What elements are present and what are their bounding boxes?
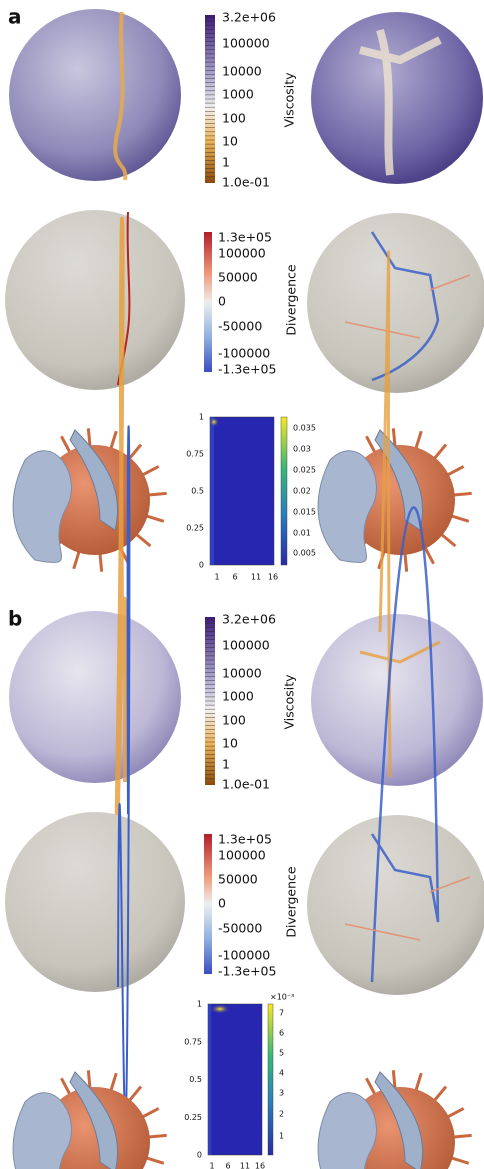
- heatmap-y-tick: 0: [199, 561, 204, 570]
- panel-label: a: [8, 5, 22, 29]
- divergence-tick-label: -100000: [218, 346, 270, 361]
- heatmap-colorbar-tick: 0.02: [293, 487, 311, 496]
- divergence-sphere: [5, 210, 185, 390]
- divergence-tick-label: 100000: [218, 848, 266, 863]
- heatmap-y-tick: 0.5: [191, 487, 204, 496]
- viscosity-tick-label: 10000: [222, 64, 262, 79]
- heatmap-x-tick: 16: [255, 1162, 265, 1169]
- divergence-colorbar: [204, 834, 212, 974]
- heatmap-x-tick: 6: [232, 573, 237, 582]
- divergence-tick-label: 1.3e+05: [218, 832, 272, 847]
- viscosity-title: Viscosity: [282, 72, 297, 128]
- heatmap-y-tick: 0.5: [189, 1075, 202, 1084]
- heatmap-column: [208, 1004, 211, 1155]
- viscosity-tick-label: 100: [222, 111, 246, 126]
- viscosity-tick-label: 100000: [222, 36, 270, 51]
- heatmap-y-tick: 0.25: [184, 1113, 202, 1122]
- heatmap-colorbar-tick: 1: [279, 1132, 284, 1141]
- heatmap-hotspot: [210, 1004, 230, 1014]
- heatmap-y-tick: 1: [197, 1000, 202, 1009]
- viscosity-tick-label: 1.0e-01: [222, 175, 270, 190]
- viscosity-title: Viscosity: [282, 674, 297, 730]
- viscosity-tick-label: 3.2e+06: [222, 10, 276, 25]
- heatmap-x-tick: 16: [268, 573, 278, 582]
- divergence-tick-label: -50000: [218, 921, 262, 936]
- heatmap-x-tick: 11: [240, 1162, 250, 1169]
- divergence-sphere: [307, 213, 484, 393]
- viscosity-tick-label: 1: [222, 155, 230, 170]
- viscosity-tick-label: 1000: [222, 689, 254, 704]
- divergence-sphere: [5, 812, 185, 992]
- slab-surface: [318, 451, 376, 563]
- divergence-tick-label: 100000: [218, 246, 266, 261]
- divergence-tick-label: -1.3e+05: [218, 362, 276, 377]
- viscosity-tick-label: 10: [222, 134, 238, 149]
- viscosity-tick-label: 100000: [222, 638, 270, 653]
- viscosity-tick-label: 10000: [222, 666, 262, 681]
- heatmap-colorbar-tick: 7: [279, 1009, 284, 1018]
- divergence-sphere: [307, 815, 484, 995]
- figure: a3.2e+061000001000010001001011.0e-01Visc…: [0, 0, 484, 1169]
- slab-surface: [13, 1093, 71, 1169]
- heatmap-colorbar-tick: 3: [279, 1089, 284, 1098]
- heatmap-colorbar-tick: 0.015: [293, 508, 316, 517]
- heatmap-colorbar-tick: 0.005: [293, 549, 316, 558]
- divergence-tick-label: 1.3e+05: [218, 230, 272, 245]
- heatmap-hotspot: [209, 417, 219, 427]
- heatmap-colorbar-tick: 0.035: [293, 424, 316, 433]
- divergence-title: Divergence: [284, 264, 299, 336]
- slab-surface: [318, 1093, 376, 1169]
- heatmap-colorbar: [281, 417, 287, 565]
- divergence-tick-label: 50000: [218, 270, 258, 285]
- heatmap-x-tick: 1: [209, 1162, 214, 1169]
- heatmap-x-tick: 1: [214, 573, 219, 582]
- heatmap-colorbar-tick: 0.01: [293, 529, 311, 538]
- divergence-tick-label: 0: [218, 896, 226, 911]
- viscosity-sphere: [311, 614, 483, 786]
- viscosity-tick-label: 1.0e-01: [222, 777, 270, 792]
- viscosity-tick-label: 3.2e+06: [222, 612, 276, 627]
- heatmap-colorbar-tick: 0.025: [293, 466, 316, 475]
- heatmap-colorbar-tick: 6: [279, 1029, 284, 1038]
- panel-label: b: [8, 607, 22, 631]
- divergence-colorbar: [204, 232, 212, 372]
- viscosity-tick-label: 10: [222, 736, 238, 751]
- divergence-tick-label: -50000: [218, 319, 262, 334]
- heatmap-x-tick: 6: [225, 1162, 230, 1169]
- heatmap-column: [210, 417, 214, 565]
- heatmap-y-tick: 0.25: [186, 524, 204, 533]
- viscosity-tick-label: 1000: [222, 87, 254, 102]
- viscosity-sphere: [9, 611, 181, 783]
- heatmap-colorbar-tick: 4: [279, 1069, 284, 1078]
- heatmap-colorbar-tick: 5: [279, 1049, 284, 1058]
- heatmap-x-tick: 11: [251, 573, 261, 582]
- heatmap-y-tick: 0.75: [184, 1037, 202, 1046]
- viscosity-sphere: [311, 12, 483, 184]
- heatmap-colorbar-tick: 2: [279, 1110, 284, 1119]
- heatmap-y-tick: 0: [197, 1151, 202, 1160]
- heatmap: [210, 417, 274, 565]
- heatmap-colorbar-multiplier: ×10⁻³: [270, 993, 294, 1002]
- divergence-tick-label: 50000: [218, 872, 258, 887]
- heatmap-colorbar: [268, 1004, 273, 1155]
- viscosity-sphere: [9, 9, 181, 181]
- viscosity-tick-label: 1: [222, 757, 230, 772]
- heatmap-colorbar-tick: 0.03: [293, 445, 311, 454]
- divergence-title: Divergence: [284, 866, 299, 938]
- divergence-tick-label: 0: [218, 294, 226, 309]
- divergence-tick-label: -1.3e+05: [218, 964, 276, 979]
- slab-surface: [13, 451, 71, 563]
- heatmap-y-tick: 1: [199, 413, 204, 422]
- heatmap: [208, 1004, 262, 1155]
- viscosity-tick-label: 100: [222, 713, 246, 728]
- divergence-tick-label: -100000: [218, 948, 270, 963]
- heatmap-y-tick: 0.75: [186, 450, 204, 459]
